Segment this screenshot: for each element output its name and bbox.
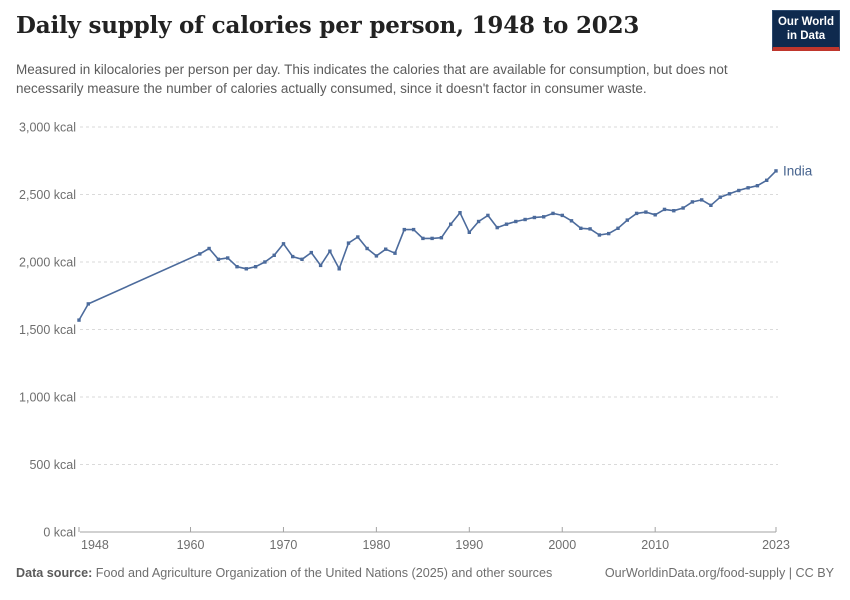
data-point-marker <box>476 219 481 224</box>
data-point-marker <box>597 233 602 237</box>
data-point-marker <box>746 186 750 190</box>
y-tick-label: 2,500 kcal <box>19 188 76 202</box>
data-point-marker <box>309 250 313 255</box>
data-point-marker <box>337 267 341 271</box>
data-point-marker <box>700 198 704 202</box>
x-tick-label: 1990 <box>455 538 483 552</box>
data-point-marker <box>737 188 741 193</box>
data-point-marker <box>579 226 583 230</box>
data-point-marker <box>458 211 462 215</box>
data-point-marker <box>291 254 295 259</box>
chart-header: Daily supply of calories per person, 194… <box>16 12 760 39</box>
data-point-marker <box>616 226 620 230</box>
data-point-marker <box>486 213 490 218</box>
data-point-marker <box>523 217 527 222</box>
data-point-marker <box>77 318 81 322</box>
data-point-marker <box>226 256 230 260</box>
series-line-india[interactable] <box>78 170 777 321</box>
data-point-marker <box>421 236 425 241</box>
data-point-marker <box>560 213 564 218</box>
data-point-marker <box>551 211 555 216</box>
entity-label-india[interactable]: India <box>783 163 813 178</box>
chart-footer: Data source: Food and Agriculture Organi… <box>16 566 834 580</box>
data-source-label: Data source: <box>16 566 93 580</box>
data-point-marker <box>263 260 267 264</box>
y-tick-label: 1,000 kcal <box>19 391 76 405</box>
data-point-marker <box>207 246 211 251</box>
data-point-marker <box>411 227 416 232</box>
data-point-marker <box>634 211 639 216</box>
data-point-marker <box>356 235 360 239</box>
data-source-note: Data source: Food and Agriculture Organi… <box>16 566 552 580</box>
data-point-marker <box>253 265 258 269</box>
data-point-marker <box>681 206 685 210</box>
data-point-marker <box>718 195 722 199</box>
data-point-marker <box>374 254 379 258</box>
x-tick-label: 2023 <box>762 538 790 552</box>
data-point-marker <box>281 242 286 246</box>
data-point-marker <box>402 227 406 232</box>
data-point-marker <box>495 225 499 230</box>
data-point-marker <box>504 222 509 226</box>
y-tick-label: 3,000 kcal <box>19 121 76 135</box>
data-point-marker <box>662 207 667 212</box>
data-point-marker <box>727 192 732 196</box>
data-point-marker <box>625 218 629 222</box>
data-point-marker <box>86 302 90 306</box>
data-point-marker <box>235 265 239 269</box>
data-point-marker <box>755 184 760 188</box>
data-point-marker <box>272 253 276 257</box>
data-point-marker <box>449 222 453 226</box>
x-tick-label: 2000 <box>548 538 576 552</box>
data-point-marker <box>198 252 202 256</box>
owid-url-link[interactable]: OurWorldinData.org/food-supply | CC BY <box>604 566 834 580</box>
data-point-marker <box>774 169 778 173</box>
data-point-marker <box>514 219 518 224</box>
x-tick-label: 2010 <box>641 538 669 552</box>
x-tick-label: 1970 <box>270 538 298 552</box>
data-point-marker <box>393 251 397 255</box>
data-source-text: Food and Agriculture Organization of the… <box>92 566 553 580</box>
data-point-marker <box>532 215 537 220</box>
data-point-marker <box>542 215 546 219</box>
data-point-marker <box>709 203 713 207</box>
y-tick-label: 500 kcal <box>29 458 76 472</box>
data-point-marker <box>439 236 444 240</box>
chart-subtitle: Measured in kilocalories per person per … <box>16 62 728 97</box>
data-point-marker <box>569 219 574 223</box>
data-point-marker <box>318 263 323 268</box>
data-point-marker <box>216 257 221 261</box>
data-point-marker <box>467 230 471 234</box>
x-tick-label: 1980 <box>362 538 390 552</box>
data-point-marker <box>672 209 676 213</box>
data-point-marker <box>607 231 611 236</box>
data-point-marker <box>365 246 369 251</box>
owid-logo-line1: Our World <box>777 15 834 28</box>
owid-logo: Our World in Data <box>772 10 840 51</box>
data-point-marker <box>430 236 434 241</box>
data-point-marker <box>328 249 332 253</box>
y-tick-label: 0 kcal <box>43 526 76 540</box>
data-point-marker <box>690 200 695 204</box>
data-point-marker <box>588 227 592 231</box>
data-point-marker <box>384 247 388 251</box>
data-point-marker <box>644 210 648 214</box>
y-tick-label: 2,000 kcal <box>19 256 76 270</box>
data-point-marker <box>346 241 351 245</box>
data-point-marker <box>765 178 769 182</box>
data-point-marker <box>653 213 657 217</box>
x-tick-label: 1960 <box>177 538 205 552</box>
y-tick-label: 1,500 kcal <box>19 323 76 337</box>
x-tick-label: 1948 <box>81 538 109 552</box>
data-point-marker <box>300 257 304 261</box>
owid-logo-line2: in Data <box>786 30 826 42</box>
data-point-marker <box>244 267 248 271</box>
chart-title: Daily supply of calories per person, 194… <box>16 12 640 39</box>
